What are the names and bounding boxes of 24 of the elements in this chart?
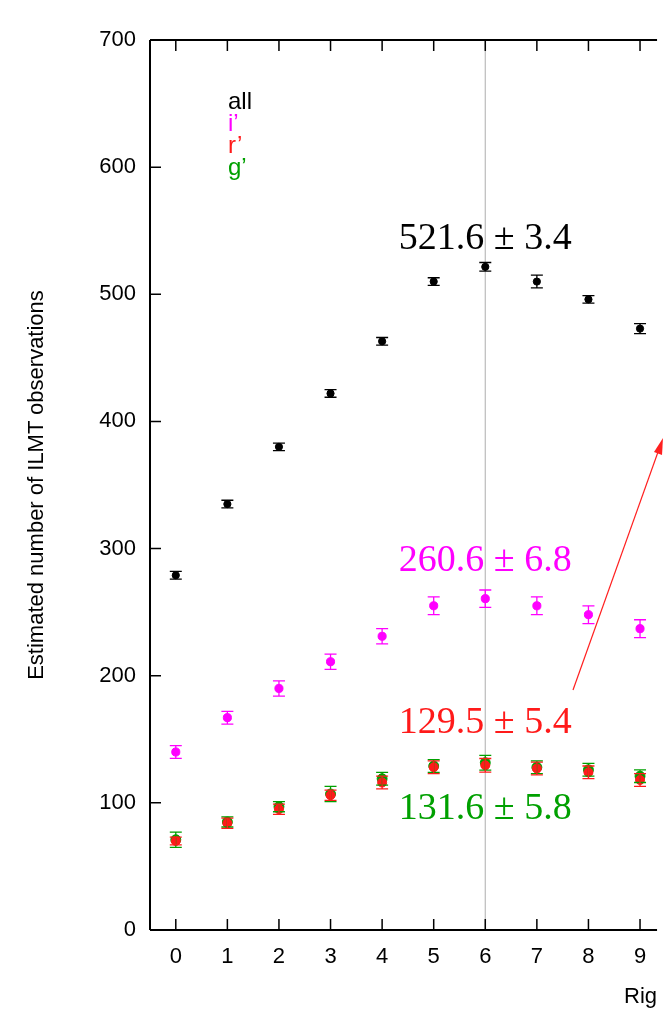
x-tick-label: 5 (427, 943, 440, 969)
annotation: 131.6 ± 5.8 (398, 784, 572, 827)
y-tick-label: 300 (99, 534, 136, 560)
y-tick-label: 200 (99, 661, 136, 687)
x-axis-title: Rig (624, 982, 658, 1008)
y-tick-label: 0 (123, 916, 136, 942)
x-tick-label: 1 (221, 943, 234, 969)
y-tick-label: 700 (99, 26, 136, 52)
y-tick-label: 500 (99, 280, 136, 306)
y-tick-label: 400 (99, 407, 136, 433)
x-tick-label: 0 (169, 943, 182, 969)
annotation: 129.5 ± 5.4 (398, 699, 572, 742)
x-tick-label: 3 (324, 943, 337, 969)
annotation: 521.6 ± 3.4 (398, 214, 572, 257)
x-tick-label: 6 (479, 943, 492, 969)
x-tick-label: 2 (272, 943, 286, 969)
y-tick-label: 100 (99, 788, 136, 814)
x-tick-label: 9 (633, 943, 647, 969)
x-tick-label: 7 (530, 943, 543, 969)
y-axis-title: Estimated number of ILMT observations (23, 290, 49, 680)
x-tick-label: 8 (582, 943, 595, 969)
annotation: 260.6 ± 6.8 (398, 536, 572, 579)
x-tick-label: 4 (375, 943, 389, 969)
y-tick-label: 600 (99, 153, 136, 179)
